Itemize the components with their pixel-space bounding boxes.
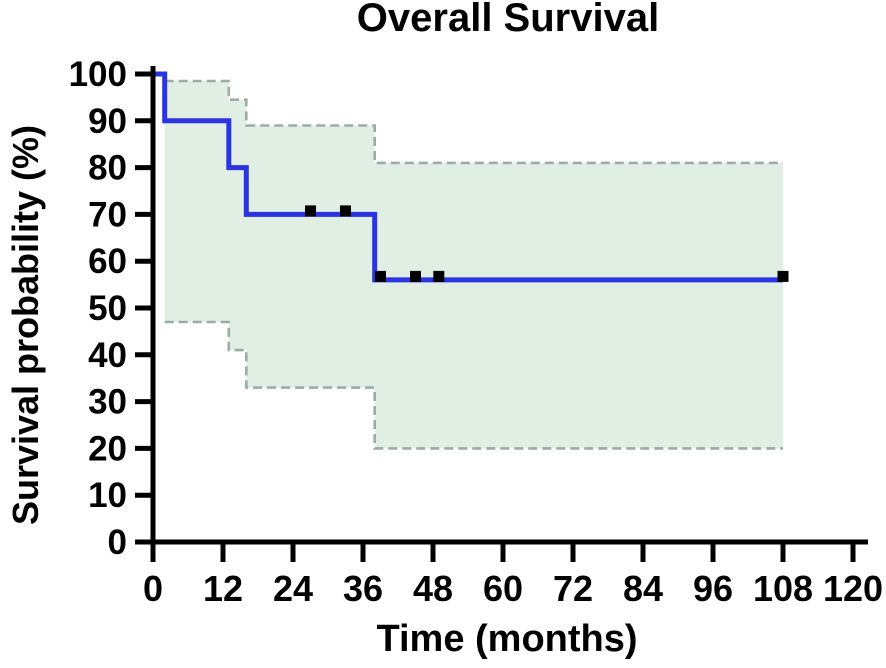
x-tick-label: 108 [753,568,813,609]
confidence-band [164,81,783,449]
x-tick-label: 0 [143,568,163,609]
confidence-band-upper-edge [164,79,783,165]
y-tick-label: 30 [88,383,127,422]
y-tick-label: 90 [88,102,127,141]
x-tick-label: 48 [413,568,453,609]
censor-mark [375,270,386,282]
x-tick-label: 12 [203,568,243,609]
x-tick-label: 36 [343,568,383,609]
y-tick-label: 100 [69,55,127,94]
censor-mark [777,270,789,282]
x-tick-label: 84 [623,568,663,609]
survival-curve [153,71,783,283]
x-tick-label: 24 [273,568,313,609]
y-tick-label: 0 [108,523,127,562]
x-tick-label: 72 [553,568,593,609]
x-axis-title: Time (months) [376,618,638,660]
confidence-band-lower-edge [164,320,783,450]
x-tick-label: 96 [693,568,733,609]
y-tick-label: 50 [88,289,127,328]
y-tick-label: 20 [88,429,127,468]
y-tick-label: 70 [88,195,127,234]
y-tick-label: 10 [88,476,127,515]
y-tick-label: 60 [88,242,127,281]
chart-title: Overall Survival [356,0,660,40]
x-tick-label: 120 [823,568,883,609]
y-tick-label: 80 [88,149,127,188]
censor-mark [433,270,445,282]
y-tick-label: 40 [88,336,127,375]
censor-mark [305,205,316,217]
censor-mark [340,205,351,217]
censor-mark [410,270,421,282]
x-tick-label: 60 [483,568,523,609]
